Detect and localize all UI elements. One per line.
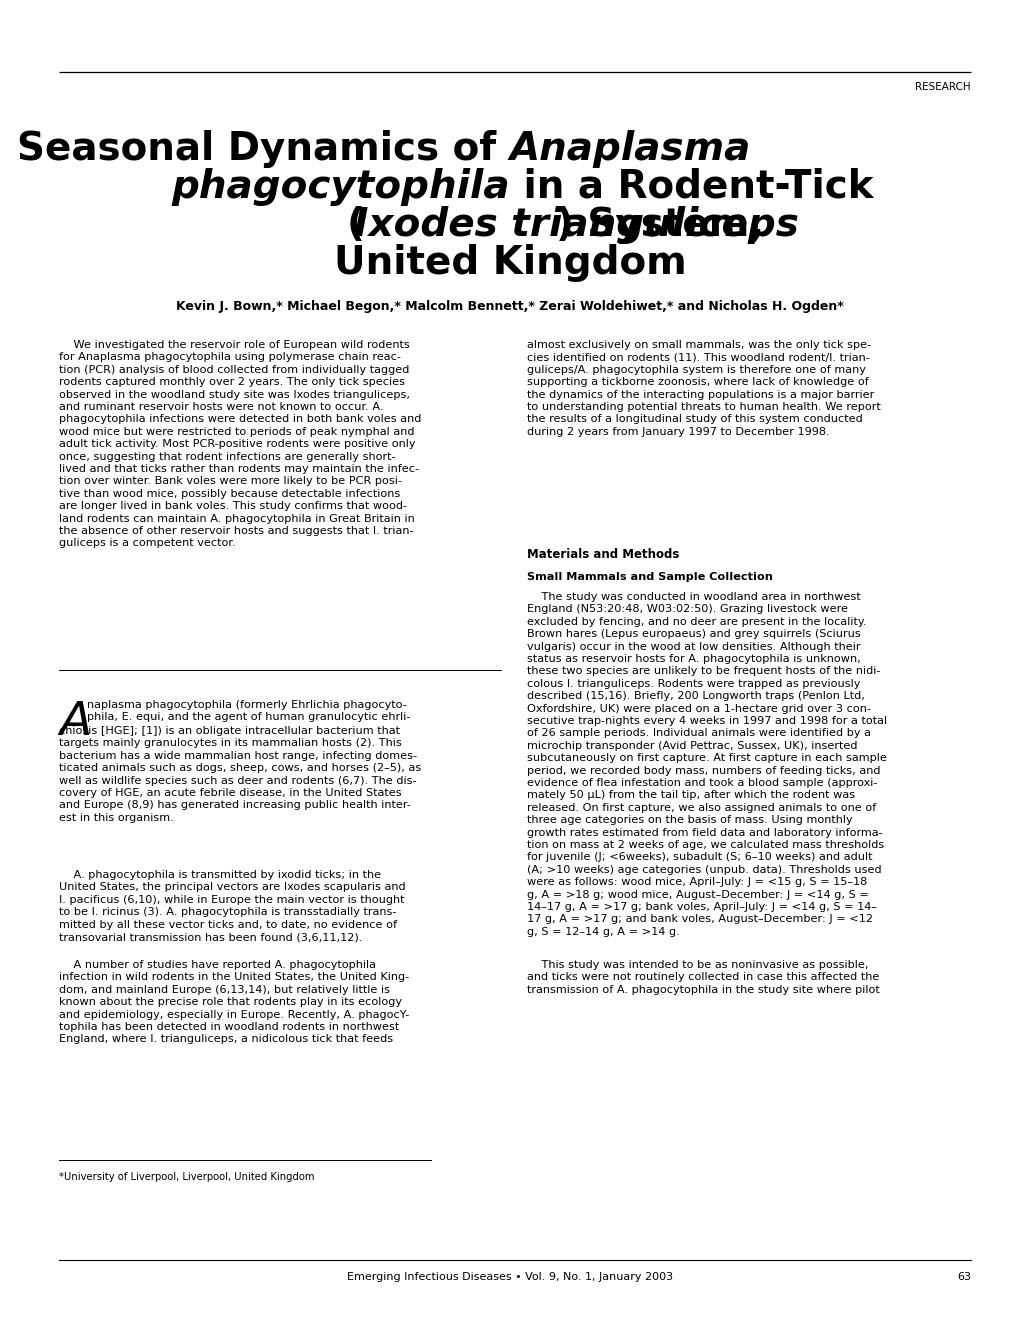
Text: (: ( [345, 206, 364, 244]
Text: Ixodes trianguliceps: Ixodes trianguliceps [354, 206, 798, 244]
Text: Kevin J. Bown,* Michael Begon,* Malcolm Bennett,* Zerai Woldehiwet,* and Nichola: Kevin J. Bown,* Michael Begon,* Malcolm … [176, 300, 843, 313]
Text: A number of studies have reported A. phagocytophila
infection in wild rodents in: A number of studies have reported A. pha… [59, 960, 409, 1044]
Text: almost exclusively on small mammals, was the only tick spe-
cies identified on r: almost exclusively on small mammals, was… [527, 341, 879, 437]
Text: Materials and Methods: Materials and Methods [527, 548, 679, 561]
Text: Emerging Infectious Diseases • Vol. 9, No. 1, January 2003: Emerging Infectious Diseases • Vol. 9, N… [346, 1272, 673, 1282]
Text: phagocytophila: phagocytophila [171, 168, 509, 206]
Text: chiosis [HGE]; [1]) is an obligate intracellular bacterium that
targets mainly g: chiosis [HGE]; [1]) is an obligate intra… [59, 726, 421, 822]
Text: Small Mammals and Sample Collection: Small Mammals and Sample Collection [527, 572, 772, 582]
Text: naplasma phagocytophila (formerly Ehrlichia phagocyto-
phila, E. equi, and the a: naplasma phagocytophila (formerly Ehrlic… [87, 700, 410, 722]
Text: A. phagocytophila is transmitted by ixodid ticks; in the
United States, the prin: A. phagocytophila is transmitted by ixod… [59, 870, 406, 942]
Text: in a Rodent-Tick: in a Rodent-Tick [510, 168, 872, 206]
Text: 63: 63 [956, 1272, 970, 1282]
Text: Seasonal Dynamics of: Seasonal Dynamics of [17, 129, 509, 168]
Text: *University of Liverpool, Liverpool, United Kingdom: *University of Liverpool, Liverpool, Uni… [59, 1172, 314, 1181]
Text: This study was intended to be as noninvasive as possible,
and ticks were not rou: This study was intended to be as noninva… [527, 960, 878, 995]
Text: ) System,: ) System, [555, 206, 763, 244]
Text: The study was conducted in woodland area in northwest
England (N53:20:48, W03:02: The study was conducted in woodland area… [527, 591, 887, 937]
Text: RESEARCH: RESEARCH [914, 82, 970, 92]
Text: United Kingdom: United Kingdom [333, 244, 686, 282]
Text: Anaplasma: Anaplasma [510, 129, 751, 168]
Text: We investigated the reservoir role of European wild rodents
for Anaplasma phagoc: We investigated the reservoir role of Eu… [59, 341, 421, 548]
Text: A: A [59, 700, 92, 744]
